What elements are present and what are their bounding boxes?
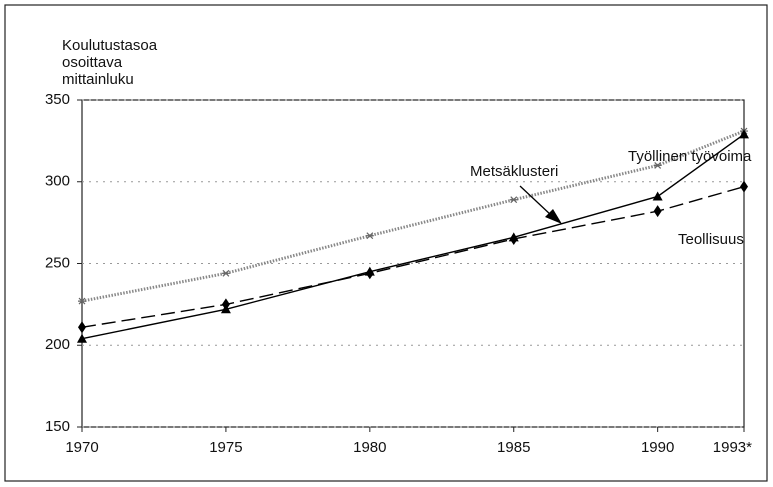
x-tick-label: 1970 (65, 439, 98, 456)
point-marker (221, 298, 230, 311)
series-label: Teollisuus (678, 231, 744, 248)
point-marker (652, 191, 663, 201)
arrow-head (545, 209, 562, 224)
series-line (81, 185, 745, 328)
y-axis-label: mittainluku (62, 71, 134, 88)
y-tick-label: 300 (45, 173, 70, 190)
point-marker (77, 333, 87, 343)
x-tick-label: 1975 (209, 439, 242, 456)
x-tick-label: 1980 (353, 439, 386, 456)
point-marker (365, 232, 374, 240)
y-tick-label: 200 (45, 336, 70, 353)
point-marker (740, 180, 748, 193)
y-tick-label: 250 (45, 254, 70, 271)
point-marker (509, 196, 518, 204)
y-axis-label: Koulutustasoa (62, 37, 158, 54)
series-line (81, 129, 745, 303)
point-marker (365, 267, 374, 280)
series-label: Metsäklusteri (470, 163, 558, 180)
series-line (81, 133, 745, 340)
x-tick-label: 1985 (497, 439, 530, 456)
y-axis-label: osoittava (62, 54, 123, 71)
x-tick-label: 1993* (713, 439, 752, 456)
point-marker (78, 297, 86, 305)
frame (4, 4, 768, 482)
y-tick-label: 350 (45, 91, 70, 108)
point-marker (653, 205, 662, 218)
x-tick-label: 1990 (641, 439, 674, 456)
label-arrow (519, 185, 553, 217)
point-marker (221, 269, 230, 277)
point-marker (509, 232, 518, 245)
y-tick-label: 150 (45, 418, 70, 435)
series-label: Työllinen työvoima (628, 148, 752, 165)
point-marker (739, 129, 749, 139)
point-marker (653, 161, 662, 169)
point-marker (78, 321, 86, 334)
